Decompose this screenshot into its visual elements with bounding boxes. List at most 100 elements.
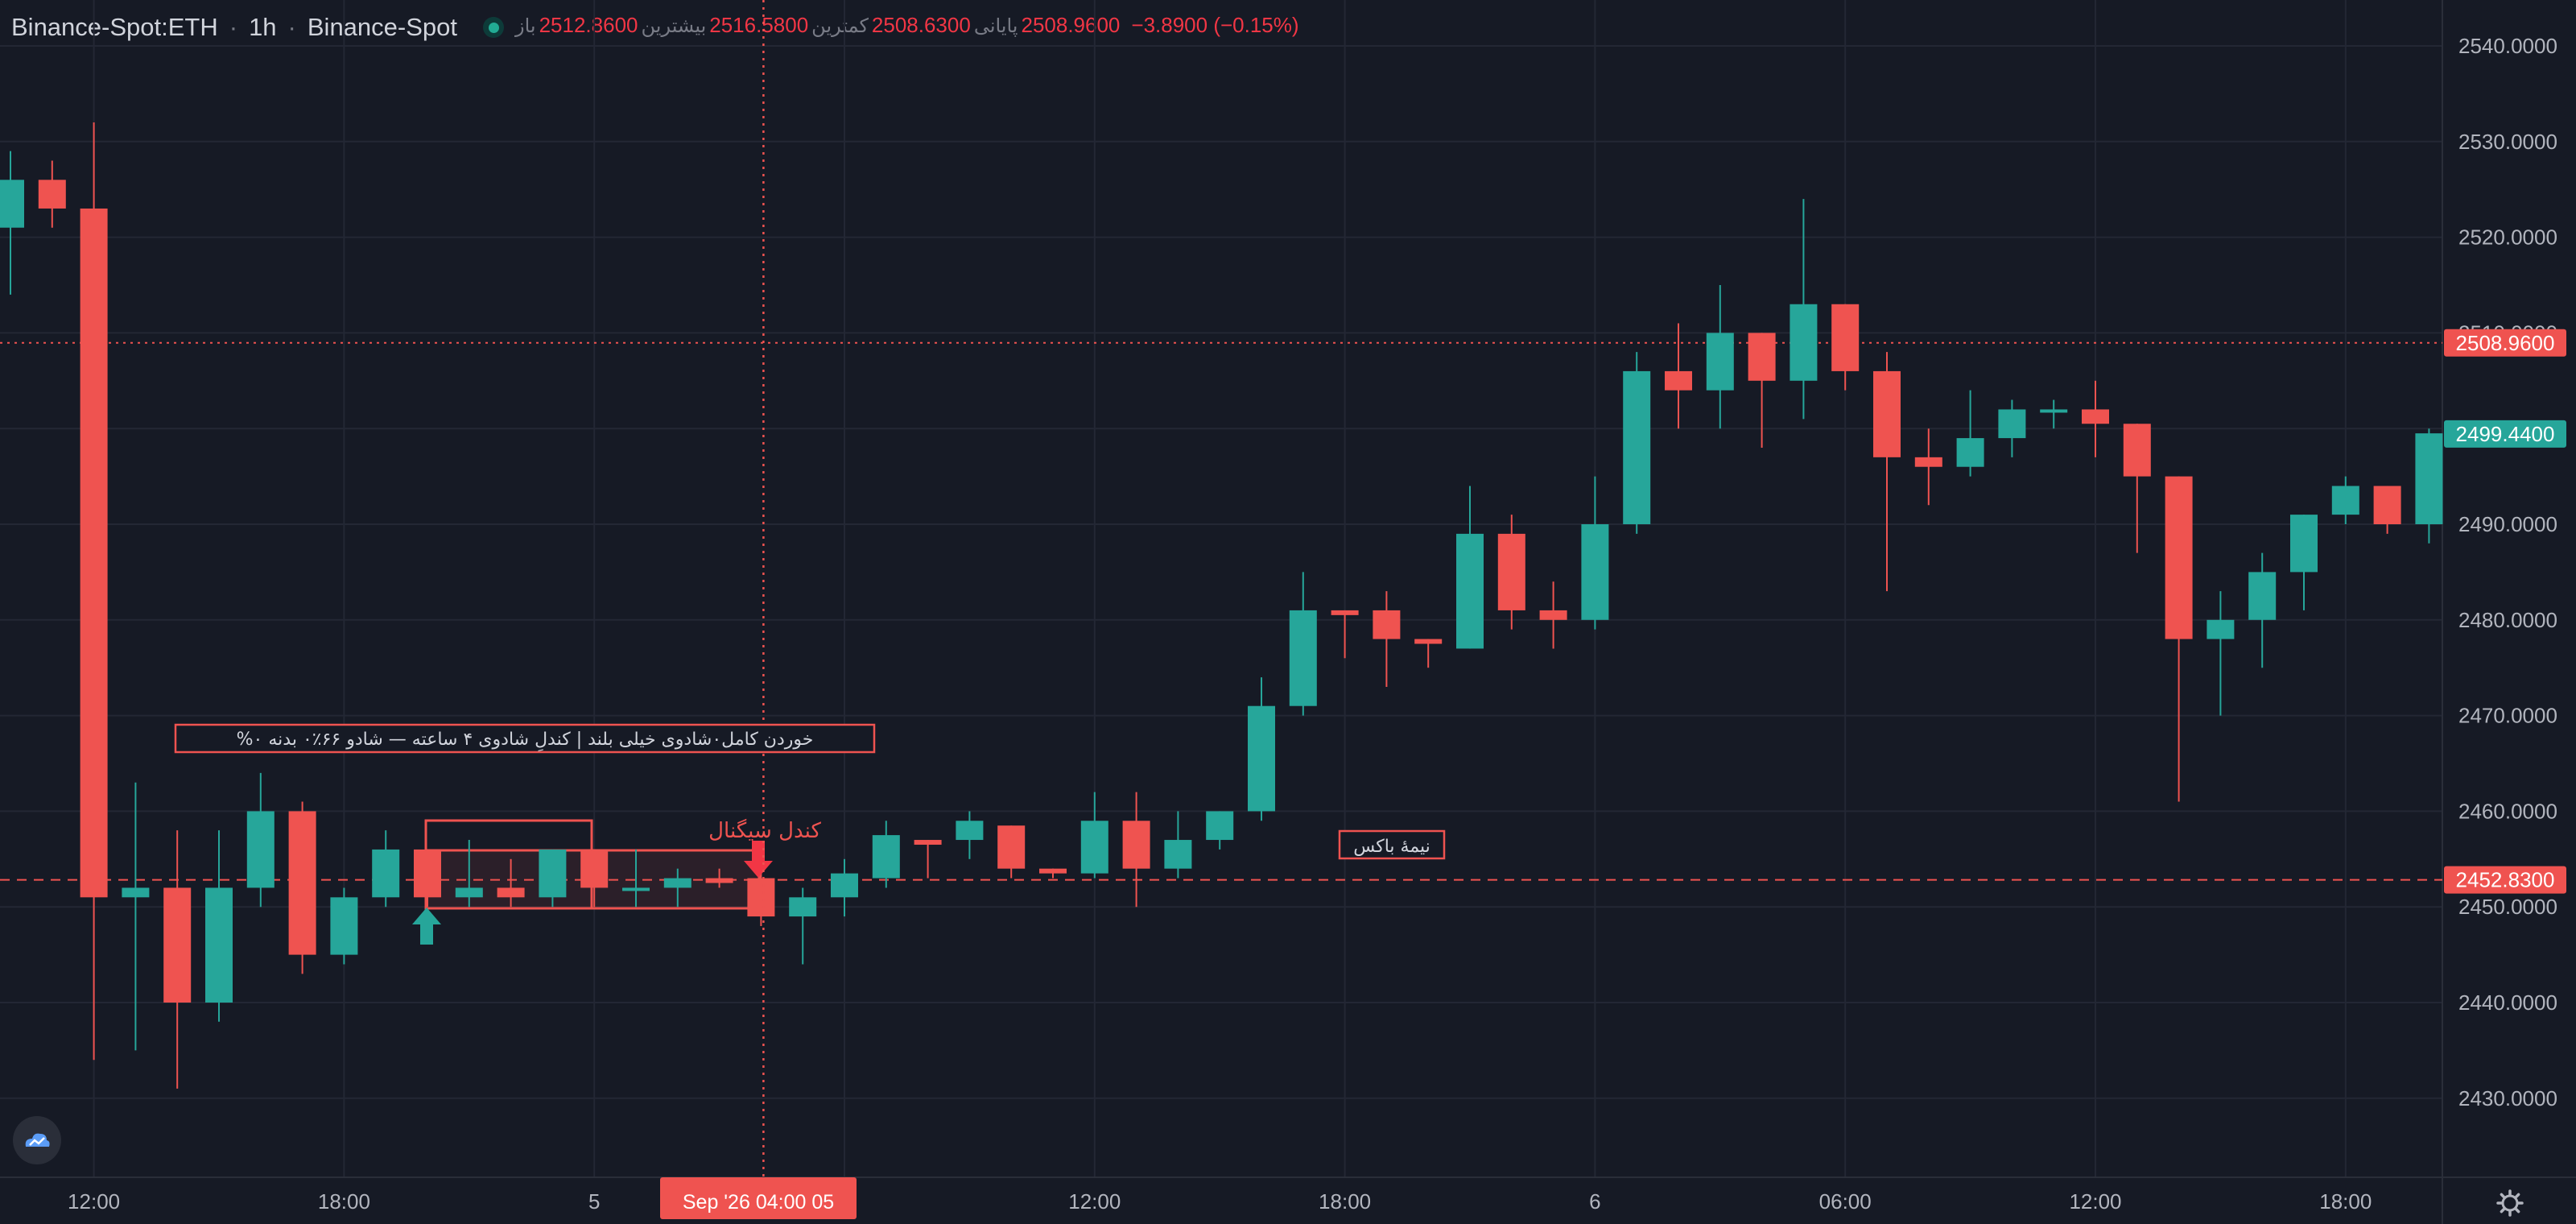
candle <box>205 830 233 1022</box>
candle-body <box>747 878 775 917</box>
candle-body <box>580 849 609 888</box>
gear-tooth <box>2514 1193 2520 1199</box>
candle-body <box>956 821 984 841</box>
candle <box>1289 572 1317 716</box>
candle <box>1706 285 1734 429</box>
interval-label[interactable]: 1h <box>249 13 277 41</box>
candle-body <box>2331 486 2359 515</box>
separator-dot: · <box>229 13 238 41</box>
candle <box>2123 424 2151 553</box>
candle <box>330 887 358 965</box>
candle-body <box>2248 572 2277 620</box>
upper-range-box[interactable] <box>424 819 593 852</box>
open-label: باز <box>515 14 536 37</box>
candle-body <box>622 887 650 891</box>
candle-body <box>1164 840 1192 869</box>
candle-body <box>455 887 483 898</box>
candle-body <box>2207 619 2235 639</box>
candle <box>2082 380 2109 457</box>
candle <box>497 858 525 908</box>
time-tick-label: 18:00 <box>1319 1189 1371 1214</box>
low-value: 2508.6300 <box>871 13 971 37</box>
candle-body <box>2123 424 2151 477</box>
market-status-icon[interactable] <box>483 17 504 38</box>
price-tick-label: 2540.0000 <box>2458 34 2557 58</box>
time-axis[interactable]: 12:0018:0050012:0018:00606:0012:0018:00S… <box>68 1177 2524 1219</box>
candle-body <box>414 849 441 898</box>
candle <box>1206 811 1234 850</box>
crosshair-time-label: Sep '26 04:00 05 <box>683 1191 834 1214</box>
candle-body <box>1289 610 1317 706</box>
candle <box>1080 792 1108 879</box>
open-value: 2512.8600 <box>539 13 638 37</box>
candle <box>80 122 108 1061</box>
half-box-label-frame[interactable] <box>1338 829 1446 860</box>
gear-tooth <box>2500 1207 2506 1214</box>
price-label-badge[interactable] <box>2444 329 2566 357</box>
candle-body <box>2415 433 2443 524</box>
tradingview-logo-icon[interactable] <box>13 1116 61 1164</box>
note-text: %خوردن کامل۰شادوی خیلی بلند | کندلِ شادو… <box>237 730 814 752</box>
time-tick-label: 18:00 <box>318 1189 370 1214</box>
candle <box>580 849 609 908</box>
candle <box>2207 591 2235 716</box>
price-label-badge[interactable] <box>2444 866 2566 894</box>
low-label: کمترین <box>811 14 869 37</box>
candle-body <box>497 887 525 898</box>
candle <box>2040 399 2068 429</box>
candle <box>1539 581 1567 649</box>
price-tick-label: 2480.0000 <box>2458 608 2557 632</box>
gear-tooth <box>2514 1207 2520 1214</box>
candle <box>1623 352 1651 534</box>
candle <box>38 160 66 228</box>
time-tick-label: 12:00 <box>68 1189 120 1214</box>
candle <box>1039 868 1067 879</box>
price-label-badge[interactable] <box>2444 420 2566 448</box>
candle-body <box>288 811 316 955</box>
candle <box>872 821 900 888</box>
candle-body <box>122 887 150 898</box>
signal-candle-label[interactable]: کندل سیگنال <box>708 818 821 843</box>
time-tick-label: 06:00 <box>1819 1189 1872 1214</box>
candle-body <box>1831 304 1860 371</box>
price-axis[interactable]: 2540.00002530.00002520.00002510.00002500… <box>2444 34 2566 1110</box>
note-box[interactable] <box>174 723 876 754</box>
candle <box>1665 323 1692 429</box>
annotations[interactable]: %خوردن کامل۰شادوی خیلی بلند | کندلِ شادو… <box>174 723 1446 860</box>
candle-body <box>1373 610 1401 639</box>
candle <box>0 151 24 295</box>
markers <box>412 841 773 945</box>
time-tick-label: 12:00 <box>1068 1189 1121 1214</box>
exchange-label: Binance-Spot <box>307 13 457 41</box>
price-label-text: 2508.9600 <box>2456 331 2555 355</box>
candle-body <box>1414 639 1443 644</box>
candles <box>0 122 2443 1089</box>
candle <box>2248 552 2277 668</box>
candle <box>789 887 817 965</box>
candle-body <box>1623 370 1651 524</box>
candle <box>1831 304 1860 391</box>
candle <box>831 858 858 917</box>
candle-body <box>80 208 108 898</box>
candle-body <box>997 825 1026 869</box>
candle-body <box>2290 515 2318 573</box>
candle-body <box>1539 610 1567 620</box>
symbol-name[interactable]: Binance-Spot:ETH <box>11 13 218 41</box>
candle-body <box>2373 486 2401 524</box>
candle-body <box>2082 409 2109 424</box>
candle-body <box>1581 524 1609 620</box>
candle-body <box>1873 370 1901 457</box>
settings-icon[interactable] <box>2496 1189 2524 1217</box>
candle <box>663 868 691 908</box>
candle-body <box>1331 610 1359 615</box>
candle-body <box>914 840 942 845</box>
candle-body <box>1497 533 1525 610</box>
candle <box>1956 390 1984 477</box>
symbol-header[interactable]: Binance-Spot:ETH · 1h · Binance-Spot <box>11 11 504 43</box>
candle <box>122 782 150 1051</box>
candle-body <box>1080 821 1108 874</box>
candle <box>1914 428 1942 506</box>
arrow-down-icon <box>744 841 773 878</box>
